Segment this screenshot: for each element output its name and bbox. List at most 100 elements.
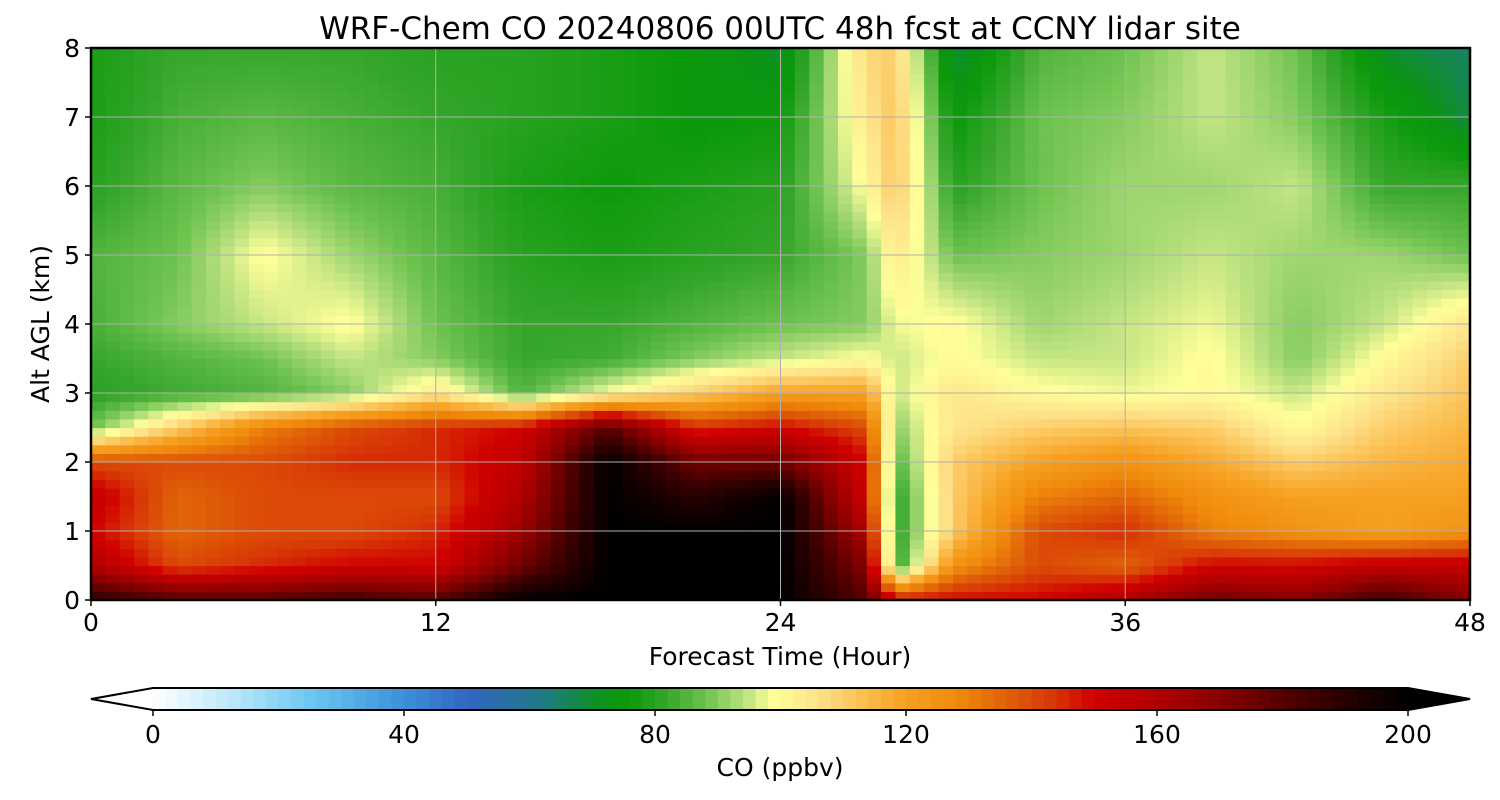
heatmap-cell [1197,315,1213,325]
heatmap-cell [435,505,451,515]
heatmap-cell [1024,194,1040,204]
heatmap-cell [550,211,566,222]
heatmap-cell [263,160,279,170]
heatmap-cell [708,341,724,351]
heatmap-cell [105,410,121,420]
heatmap-cell [981,436,997,446]
heatmap-cell [579,418,595,429]
heatmap-cell [1412,289,1428,299]
heatmap-cell [708,487,724,498]
heatmap-cell [579,375,595,385]
heatmap-cell [766,582,782,592]
heatmap-cell [1297,255,1313,265]
heatmap-cell [1297,556,1313,567]
heatmap-cell [1153,194,1169,204]
heatmap-cell [852,375,868,385]
heatmap-cell [105,505,121,515]
heatmap-cell [1441,427,1457,437]
heatmap-cell [809,298,825,308]
heatmap-cell [1455,272,1471,282]
heatmap-cell [737,591,753,601]
heatmap-cell [751,349,767,360]
heatmap-cell [1426,298,1442,308]
heatmap-cell [306,203,322,213]
heatmap-cell [220,306,236,316]
heatmap-cell [450,160,466,170]
heatmap-cell [1110,487,1126,498]
heatmap-cell [1182,160,1198,170]
heatmap-cell [91,401,106,411]
heatmap-cell [421,470,437,480]
heatmap-cell [392,539,408,549]
heatmap-cell [565,203,580,213]
heatmap-cell [1297,341,1313,351]
heatmap-cell [148,582,164,592]
heatmap-cell [909,522,925,532]
heatmap-cell [205,151,221,161]
heatmap-cell [723,539,738,549]
heatmap-cell [320,349,336,360]
heatmap-cell [593,548,609,558]
heatmap-cell [1283,393,1299,403]
heatmap-cell [636,151,652,161]
heatmap-cell [723,444,738,454]
heatmap-cell [1010,522,1026,532]
heatmap-cell [1110,582,1126,592]
heatmap-cell [780,410,796,420]
heatmap-cell [378,513,394,523]
heatmap-cell [981,496,997,506]
heatmap-cell [421,280,437,291]
heatmap-cell [1412,401,1428,411]
heatmap-cell [263,565,279,575]
heatmap-cell [1139,513,1155,523]
heatmap-cell [105,289,121,299]
heatmap-cell [220,229,236,239]
heatmap-cell [1268,444,1284,454]
heatmap-cell [1383,470,1399,480]
heatmap-cell [809,306,825,316]
heatmap-cell [1197,591,1213,601]
heatmap-cell [967,531,983,541]
heatmap-cell [1398,462,1414,472]
heatmap-cell [407,401,422,411]
heatmap-cell [1412,367,1428,377]
heatmap-cell [1441,591,1457,601]
heatmap-cell [636,487,652,498]
heatmap-cell [579,177,595,187]
heatmap-cell [708,263,724,273]
heatmap-cell [1153,574,1169,584]
heatmap-cell [1125,272,1141,282]
heatmap-cell [737,298,753,308]
heatmap-cell [938,306,954,316]
heatmap-cell [1082,427,1098,437]
heatmap-cell [277,315,293,325]
heatmap-cell [938,237,954,247]
heatmap-cell [306,418,322,429]
heatmap-cell [177,436,193,446]
heatmap-cell [335,280,351,291]
heatmap-cell [679,194,695,204]
heatmap-cell [1254,237,1270,247]
heatmap-cell [1096,177,1112,187]
heatmap-cell [220,186,236,196]
heatmap-cell [593,168,609,178]
heatmap-cell [593,186,609,196]
heatmap-cell [1139,289,1155,299]
heatmap-cell [205,263,221,273]
heatmap-cell [1426,246,1442,256]
heatmap-cell [378,462,394,472]
heatmap-cell [119,203,135,213]
heatmap-cell [952,418,968,429]
heatmap-cell [737,246,753,256]
heatmap-cell [1326,229,1342,239]
heatmap-cell [1383,556,1399,567]
heatmap-cell [608,349,624,360]
heatmap-cell [895,289,911,299]
heatmap-cell [665,229,681,239]
heatmap-cell [1283,358,1299,368]
heatmap-cell [320,332,336,342]
heatmap-cell [1240,393,1256,403]
heatmap-cell [536,513,552,523]
heatmap-cell [708,289,724,299]
heatmap-cell [493,427,509,437]
